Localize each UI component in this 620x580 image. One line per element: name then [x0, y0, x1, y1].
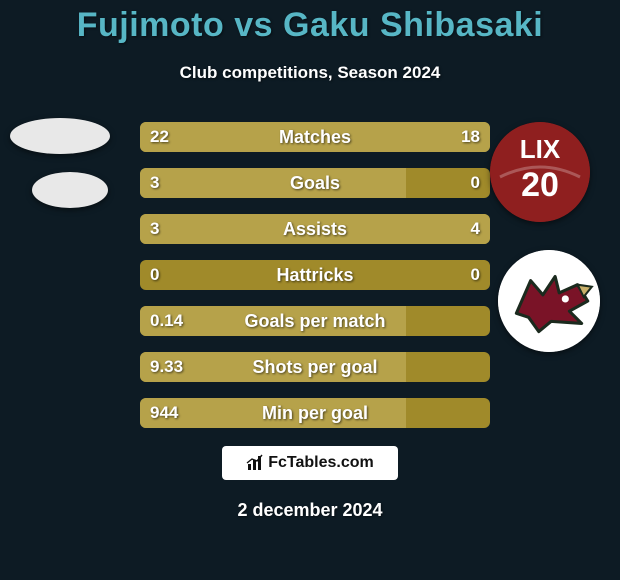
- stat-label: Min per goal: [140, 398, 490, 428]
- stat-label: Goals: [140, 168, 490, 198]
- avatar-right: [498, 250, 600, 352]
- stat-bars: Matches2218Goals30Assists34Hattricks00Go…: [140, 122, 490, 444]
- stat-row: Shots per goal9.33: [140, 352, 490, 382]
- stat-label: Matches: [140, 122, 490, 152]
- comparison-title: Fujimoto vs Gaku Shibasaki: [0, 0, 620, 45]
- stat-value-left: 22: [150, 122, 169, 152]
- stat-value-left: 944: [150, 398, 178, 428]
- stat-label: Shots per goal: [140, 352, 490, 382]
- stat-value-left: 9.33: [150, 352, 183, 382]
- svg-text:20: 20: [521, 166, 559, 204]
- stat-value-right: 18: [461, 122, 480, 152]
- svg-text:LIX: LIX: [520, 134, 561, 164]
- stat-value-left: 3: [150, 168, 159, 198]
- avatar-left: [32, 172, 108, 208]
- coyote-logo-icon: [498, 250, 600, 352]
- stat-row: Goals per match0.14: [140, 306, 490, 336]
- branding-badge: FcTables.com: [222, 446, 398, 480]
- stat-value-right: 0: [471, 260, 480, 290]
- stat-label: Hattricks: [140, 260, 490, 290]
- title-vs: vs: [234, 6, 273, 44]
- stat-row: Assists3 4: [140, 214, 490, 244]
- avatar-right: LIX20: [490, 122, 590, 222]
- stat-label: Assists: [140, 214, 490, 244]
- stat-value-left: 0: [150, 260, 159, 290]
- avatar-left: [10, 118, 110, 154]
- branding-text: FcTables.com: [268, 454, 374, 472]
- branding-chart-icon: [246, 454, 264, 472]
- footer-date: 2 december 2024: [0, 500, 620, 521]
- jersey-icon: LIX20: [490, 122, 590, 222]
- player-right-name: Gaku Shibasaki: [283, 6, 543, 44]
- comparison-subtitle: Club competitions, Season 2024: [0, 63, 620, 83]
- stat-value-right: 0: [471, 168, 480, 198]
- stat-label: Goals per match: [140, 306, 490, 336]
- stat-value-left: 3: [150, 214, 159, 244]
- stat-row: Goals3 0: [140, 168, 490, 198]
- stat-row: Matches22 18: [140, 122, 490, 152]
- stat-row: Min per goal944: [140, 398, 490, 428]
- stat-row: Hattricks0 0: [140, 260, 490, 290]
- player-left-name: Fujimoto: [77, 6, 225, 44]
- stat-value-right: 4: [471, 214, 480, 244]
- stat-value-left: 0.14: [150, 306, 183, 336]
